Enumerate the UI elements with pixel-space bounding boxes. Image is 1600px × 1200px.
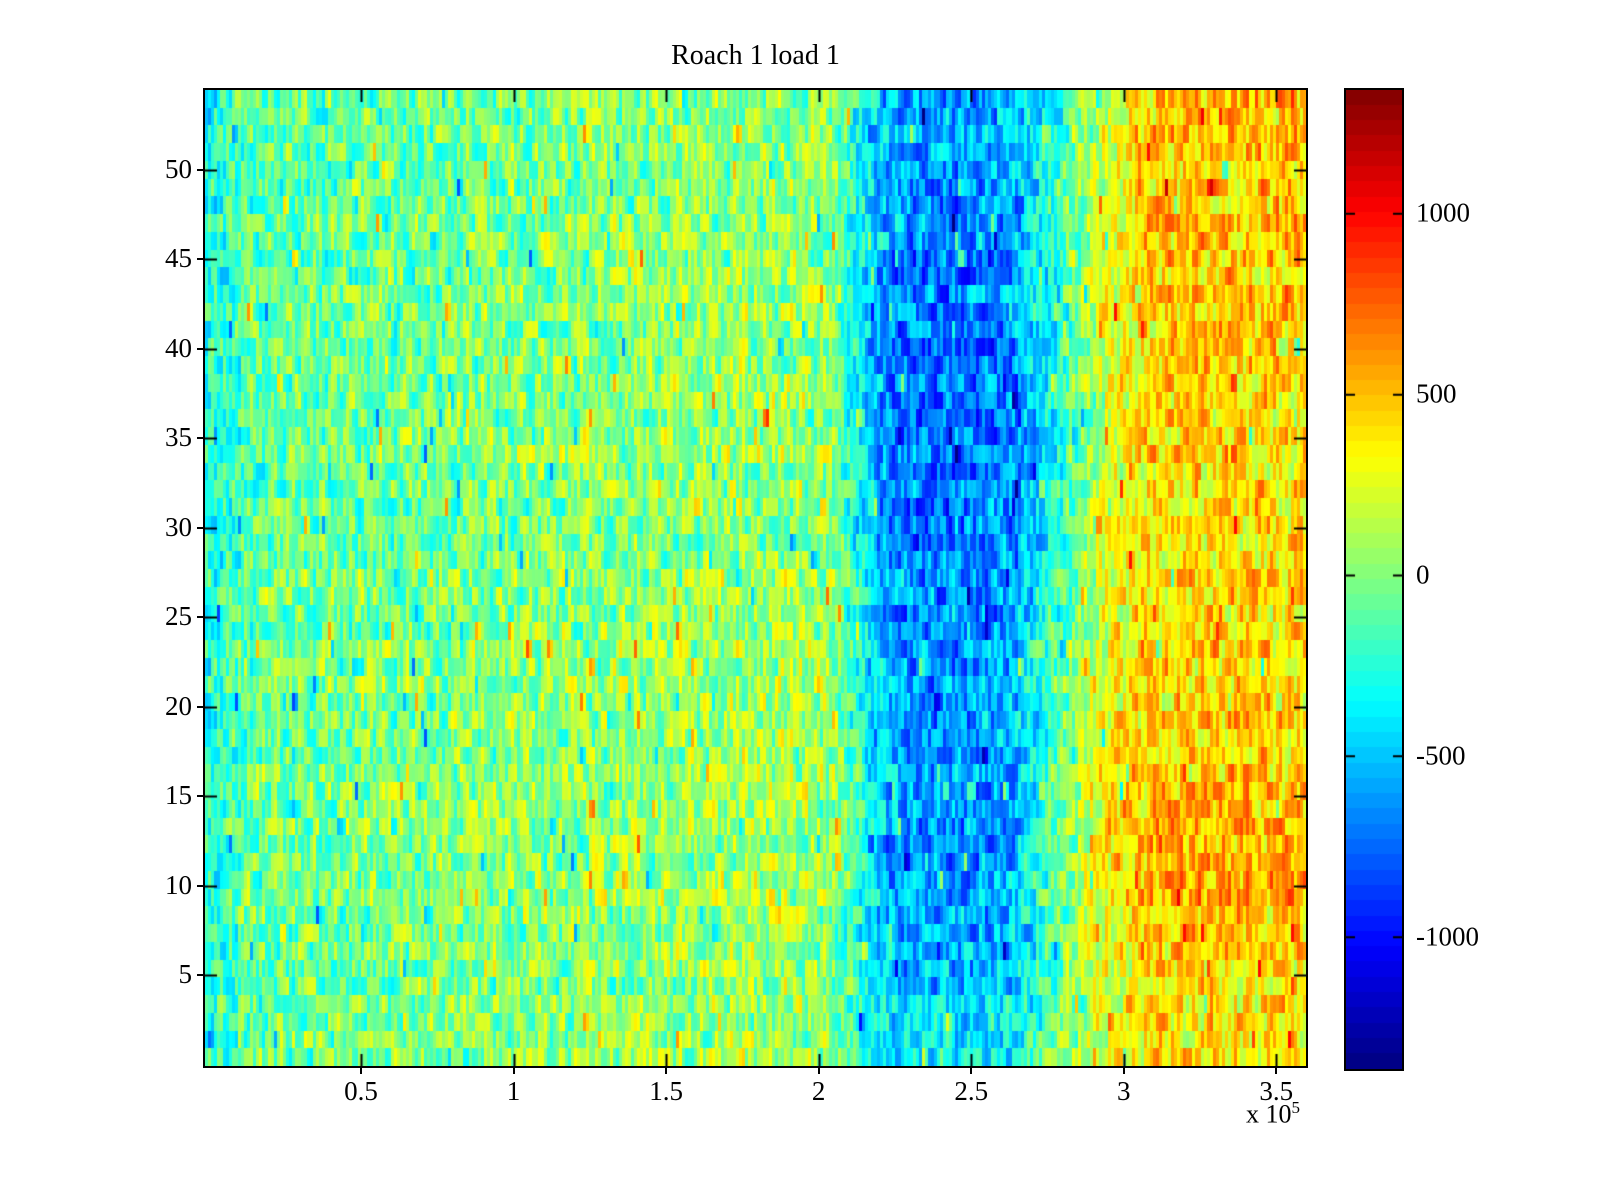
y-tick-label: 5 [178,958,193,989]
colorbar-tick-label: 1000 [1416,197,1470,228]
heatmap-canvas [205,90,1306,1066]
x-tick-mark [817,1068,820,1074]
x-tick-label: 1.5 [649,1076,683,1106]
y-tick-label: 50 [165,153,192,184]
y-tick-mark [197,795,203,798]
y-tick-label: 30 [165,511,192,542]
x-tick-label: 3.5 [1259,1076,1294,1106]
x-tick-mark [1122,1068,1125,1074]
y-tick-label: 10 [165,869,192,900]
y-tick-label: 25 [165,601,192,632]
x-axis-multiplier-label: x 105 [1150,1098,1300,1130]
x-tick-mark [360,1068,362,1074]
multiplier-exponent: 5 [1291,1098,1301,1117]
y-tick-label: 15 [165,780,192,811]
x-tick-label: 2 [811,1076,826,1106]
chart-title: Roach 1 load 1 [671,40,840,71]
y-tick-mark [197,616,203,619]
x-tick-mark [1275,1068,1278,1074]
x-tick-mark [512,1068,515,1074]
y-tick-label: 20 [165,690,192,721]
y-tick-mark [197,974,203,976]
y-tick-mark [197,437,203,440]
x-tick-label: 3 [1117,1076,1131,1106]
y-tick-mark [197,526,203,529]
x-tick-mark [665,1068,668,1074]
x-tick-mark [970,1068,973,1074]
y-tick-mark [197,258,203,261]
y-tick-label: 35 [165,422,192,453]
y-tick-label: 40 [165,332,192,363]
colorbar-tick-label: 500 [1416,378,1457,409]
y-tick-mark [197,168,203,171]
multiplier-base: x 10 [1246,1099,1292,1129]
x-tick-label: 2.5 [954,1076,989,1106]
x-tick-label: 0.5 [344,1076,378,1106]
colorbar-tick-label: -500 [1416,740,1466,771]
y-tick-mark [197,884,203,887]
colorbar-tick-label: -1000 [1416,921,1479,952]
y-tick-mark [197,705,203,708]
x-tick-label: 1 [506,1076,521,1106]
colorbar-canvas [1346,90,1402,1069]
y-tick-label: 45 [165,243,192,274]
colorbar-tick-label: 0 [1416,559,1430,590]
y-tick-mark [197,347,203,350]
